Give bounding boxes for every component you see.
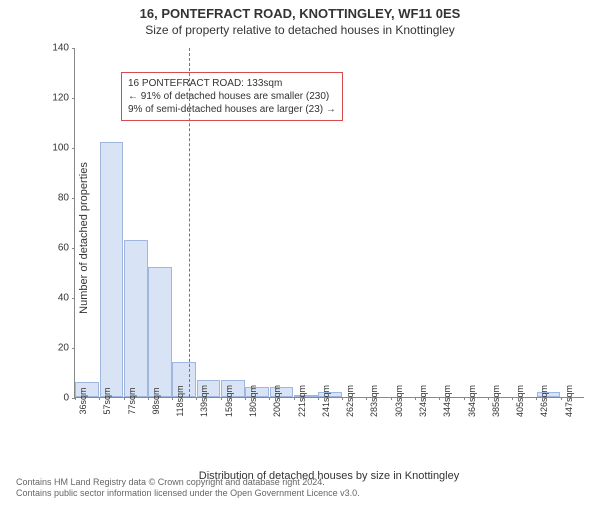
x-tick <box>148 397 149 400</box>
x-tick-label: 221sqm <box>297 385 307 417</box>
x-tick <box>561 397 562 400</box>
footer-line1: Contains HM Land Registry data © Crown c… <box>16 477 360 489</box>
x-tick <box>318 397 319 400</box>
x-tick <box>439 397 440 400</box>
y-tick-label: 20 <box>58 343 69 354</box>
y-tick <box>72 348 75 349</box>
x-tick-label: 139sqm <box>199 385 209 417</box>
x-tick-label: 241sqm <box>321 385 331 417</box>
footer: Contains HM Land Registry data © Crown c… <box>16 477 360 500</box>
y-tick-label: 0 <box>63 393 69 404</box>
plot-area: 16 PONTEFRACT ROAD: 133sqm ← 91% of deta… <box>74 48 584 398</box>
chart-container: Number of detached properties 16 PONTEFR… <box>44 48 584 428</box>
x-tick-label: 77sqm <box>127 387 137 414</box>
y-tick <box>72 148 75 149</box>
footer-line2: Contains public sector information licen… <box>16 488 360 500</box>
x-tick-label: 36sqm <box>78 387 88 414</box>
x-tick-label: 262sqm <box>345 385 355 417</box>
x-tick <box>415 397 416 400</box>
y-tick <box>72 198 75 199</box>
x-tick <box>269 397 270 400</box>
x-tick-label: 57sqm <box>102 387 112 414</box>
x-tick <box>245 397 246 400</box>
x-tick <box>294 397 295 400</box>
x-tick <box>196 397 197 400</box>
x-tick-label: 118sqm <box>175 385 185 416</box>
x-tick-label: 303sqm <box>394 385 404 417</box>
y-tick-label: 80 <box>58 193 69 204</box>
x-tick-label: 98sqm <box>151 387 161 414</box>
info-box-line1: 16 PONTEFRACT ROAD: 133sqm <box>128 77 336 90</box>
y-tick <box>72 298 75 299</box>
x-tick-label: 447sqm <box>564 385 574 417</box>
x-tick-label: 283sqm <box>369 385 379 417</box>
x-tick <box>172 397 173 400</box>
x-tick <box>464 397 465 400</box>
x-tick-label: 385sqm <box>491 385 501 417</box>
y-tick-label: 140 <box>52 43 69 54</box>
y-tick <box>72 248 75 249</box>
x-tick-label: 426sqm <box>539 385 549 417</box>
x-tick-label: 159sqm <box>224 385 234 417</box>
page-title: 16, PONTEFRACT ROAD, KNOTTINGLEY, WF11 0… <box>0 6 600 21</box>
x-tick <box>221 397 222 400</box>
x-tick <box>99 397 100 400</box>
y-tick <box>72 98 75 99</box>
info-box: 16 PONTEFRACT ROAD: 133sqm ← 91% of deta… <box>121 72 343 121</box>
y-tick <box>72 48 75 49</box>
x-tick-label: 180sqm <box>248 385 258 417</box>
x-tick <box>391 397 392 400</box>
y-tick-label: 40 <box>58 293 69 304</box>
histogram-bar <box>100 142 124 397</box>
x-tick-label: 344sqm <box>442 385 452 417</box>
y-tick-label: 60 <box>58 243 69 254</box>
x-tick <box>75 397 76 400</box>
x-tick <box>124 397 125 400</box>
histogram-bar <box>148 267 172 397</box>
reference-line <box>189 48 190 397</box>
x-tick-label: 200sqm <box>272 385 282 417</box>
x-tick-label: 364sqm <box>467 385 477 417</box>
histogram-bar <box>124 240 148 398</box>
x-tick-label: 405sqm <box>515 385 525 417</box>
x-tick <box>512 397 513 400</box>
x-tick <box>536 397 537 400</box>
x-tick <box>488 397 489 400</box>
x-tick-label: 324sqm <box>418 385 428 417</box>
x-tick <box>366 397 367 400</box>
info-box-line3: 9% of semi-detached houses are larger (2… <box>128 103 336 116</box>
y-tick-label: 120 <box>52 93 69 104</box>
page-subtitle: Size of property relative to detached ho… <box>0 23 600 37</box>
y-tick-label: 100 <box>52 143 69 154</box>
info-box-line2: ← 91% of detached houses are smaller (23… <box>128 90 336 103</box>
x-tick <box>342 397 343 400</box>
